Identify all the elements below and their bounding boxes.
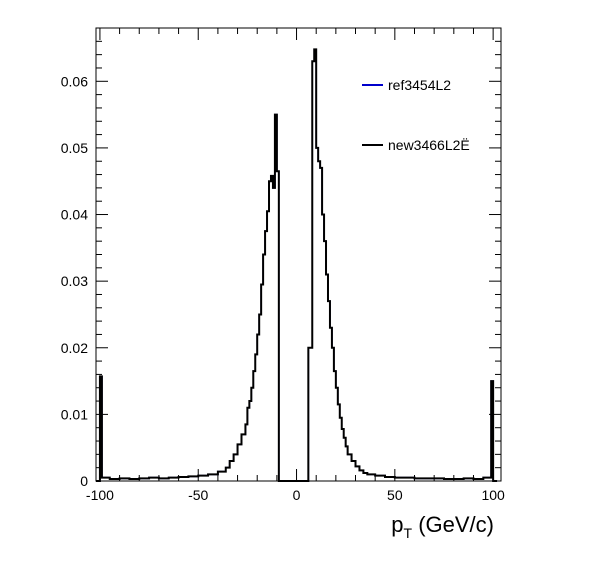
x-tick-label: 100 [481, 487, 505, 503]
y-tick-label: 0.06 [61, 73, 88, 89]
series-layer [96, 48, 498, 482]
y-tick-label: 0.03 [61, 273, 88, 289]
y-tick-label: 0.02 [61, 340, 88, 356]
x-axis-title-main: p [391, 512, 403, 537]
x-tick-label: 50 [387, 487, 403, 503]
x-axis-title-unit: (GeV/c) [412, 512, 494, 537]
y-tick-label: 0.04 [61, 207, 88, 223]
x-axis-title-subscript: T [404, 525, 413, 541]
x-tick-label: -50 [188, 487, 208, 503]
x-axis-title: pT (GeV/c) [391, 512, 494, 541]
x-tick-label: -100 [86, 487, 114, 503]
x-tick-label: 0 [293, 487, 301, 503]
y-tick-label: 0 [80, 473, 88, 489]
legend-label-ref: ref3454L2 [388, 77, 451, 93]
series-line-new3466l2 [96, 48, 498, 482]
y-tick-label: 0.05 [61, 140, 88, 156]
axis-tick-labels: 0 0.01 0.02 0.03 0.04 0.05 0.06 -100 -50 0 50 100 [61, 73, 505, 503]
legend-label-new: new3466L2Ë [388, 137, 470, 153]
y-tick-label: 0.01 [61, 406, 88, 422]
legend: ref3454L2 new3466L2Ë [362, 77, 470, 153]
